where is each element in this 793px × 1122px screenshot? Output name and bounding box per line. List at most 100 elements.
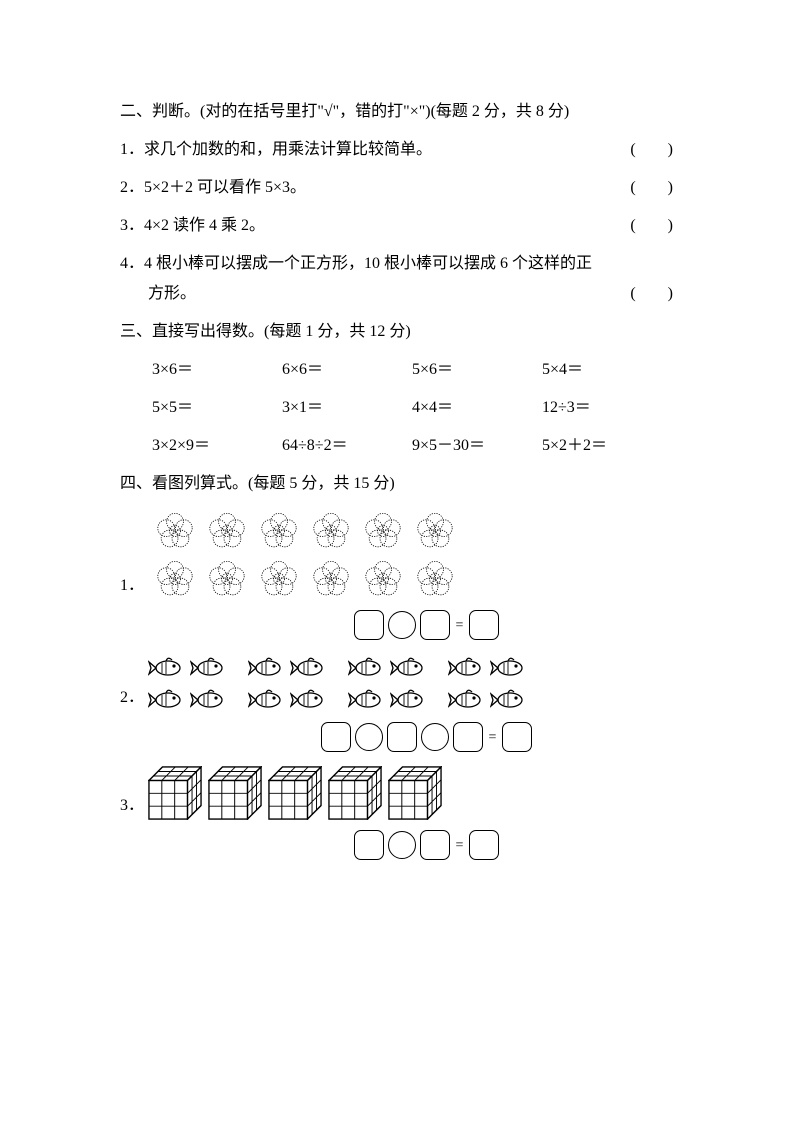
s2-q2: 2．5×2＋2 可以看作 5×3。 ( ) (120, 176, 673, 200)
eq-circle[interactable] (355, 723, 383, 751)
flower-icon (362, 558, 404, 600)
calc-cell: 4×4＝ (412, 396, 542, 420)
flower-icon (206, 510, 248, 552)
flower-grid (148, 510, 673, 600)
eq-equals: = (454, 615, 466, 636)
fish-row (148, 686, 673, 712)
fish-icon (390, 654, 426, 680)
s2-q3-text: 3．4×2 读作 4 乘 2。 (120, 214, 630, 238)
s2-q4-text-b: 方形。 (148, 282, 630, 306)
s2-q4: 4．4 根小棒可以摆成一个正方形，10 根小棒可以摆成 6 个这样的正 方形。 … (120, 252, 673, 306)
fish-icon (190, 654, 226, 680)
flower-icon (310, 558, 352, 600)
fish-icon (448, 686, 484, 712)
s4-q2-num: 2． (120, 686, 148, 718)
fish-icon (490, 654, 526, 680)
calc-row-1: 5×5＝ 3×1＝ 4×4＝ 12÷3＝ (152, 396, 673, 420)
cube-icon (328, 766, 382, 820)
s4-q2-equation[interactable]: = (120, 722, 673, 752)
eq-box[interactable] (469, 830, 499, 860)
flower-row (154, 558, 673, 600)
calc-cell: 3×6＝ (152, 358, 282, 382)
calc-cell: 3×1＝ (282, 396, 412, 420)
eq-box[interactable] (387, 722, 417, 752)
fish-icon (390, 686, 426, 712)
s4-q3-equation[interactable]: = (120, 830, 673, 860)
s4-q3: 3． (120, 766, 673, 826)
eq-box[interactable] (321, 722, 351, 752)
s2-q3-paren[interactable]: ( ) (630, 214, 673, 238)
cube-icon (388, 766, 442, 820)
fish-group (148, 654, 226, 680)
flower-icon (154, 558, 196, 600)
s2-q1-text: 1．求几个加数的和，用乘法计算比较简单。 (120, 138, 630, 162)
fish-group (248, 654, 326, 680)
section4-header: 四、看图列算式。(每题 5 分，共 15 分) (120, 472, 673, 496)
fish-icon (248, 686, 284, 712)
fish-group (248, 686, 326, 712)
s2-q3: 3．4×2 读作 4 乘 2。 ( ) (120, 214, 673, 238)
s4-q1: 1． (120, 510, 673, 606)
eq-box[interactable] (453, 722, 483, 752)
fish-icon (248, 654, 284, 680)
eq-box[interactable] (420, 610, 450, 640)
flower-icon (310, 510, 352, 552)
flower-icon (362, 510, 404, 552)
s2-q1-paren[interactable]: ( ) (630, 138, 673, 162)
eq-circle[interactable] (388, 611, 416, 639)
fish-icon (348, 686, 384, 712)
section3-header: 三、直接写出得数。(每题 1 分，共 12 分) (120, 320, 673, 344)
calc-cell: 5×2＋2＝ (542, 434, 672, 458)
cube-icon (268, 766, 322, 820)
flower-icon (258, 510, 300, 552)
s4-q1-equation[interactable]: = (120, 610, 673, 640)
calc-row-2: 3×2×9＝ 64÷8÷2＝ 9×5－30＝ 5×2＋2＝ (152, 434, 673, 458)
flower-icon (414, 510, 456, 552)
cube-row (148, 766, 673, 820)
fish-icon (490, 686, 526, 712)
fish-row (148, 654, 673, 680)
section2-header: 二、判断。(对的在括号里打"√"，错的打"×")(每题 2 分，共 8 分) (120, 100, 673, 124)
s2-q4-paren[interactable]: ( ) (630, 282, 673, 306)
fish-group (148, 686, 226, 712)
calc-grid: 3×6＝ 6×6＝ 5×6＝ 5×4＝ 5×5＝ 3×1＝ 4×4＝ 12÷3＝… (120, 358, 673, 458)
fish-icon (290, 686, 326, 712)
s2-q4-text-a: 4．4 根小棒可以摆成一个正方形，10 根小棒可以摆成 6 个这样的正 (120, 252, 673, 276)
eq-box[interactable] (420, 830, 450, 860)
fish-icon (190, 686, 226, 712)
flower-icon (414, 558, 456, 600)
s2-q2-paren[interactable]: ( ) (630, 176, 673, 200)
fish-group (448, 686, 526, 712)
flower-row (154, 510, 673, 552)
calc-cell: 3×2×9＝ (152, 434, 282, 458)
eq-circle[interactable] (388, 831, 416, 859)
fish-group (448, 654, 526, 680)
eq-box[interactable] (354, 610, 384, 640)
eq-equals: = (487, 727, 499, 748)
calc-cell: 12÷3＝ (542, 396, 672, 420)
flower-icon (258, 558, 300, 600)
eq-equals: = (454, 835, 466, 856)
eq-circle[interactable] (421, 723, 449, 751)
eq-box[interactable] (354, 830, 384, 860)
fish-icon (448, 654, 484, 680)
fish-icon (148, 686, 184, 712)
eq-box[interactable] (502, 722, 532, 752)
cube-icon (208, 766, 262, 820)
s4-q2: 2． (120, 654, 673, 718)
fish-group (348, 686, 426, 712)
s4-q1-num: 1． (120, 574, 148, 606)
calc-cell: 5×4＝ (542, 358, 672, 382)
calc-cell: 9×5－30＝ (412, 434, 542, 458)
flower-icon (206, 558, 248, 600)
calc-cell: 5×5＝ (152, 396, 282, 420)
s2-q2-text: 2．5×2＋2 可以看作 5×3。 (120, 176, 630, 200)
fish-icon (348, 654, 384, 680)
calc-cell: 5×6＝ (412, 358, 542, 382)
eq-box[interactable] (469, 610, 499, 640)
flower-icon (154, 510, 196, 552)
fish-icon (290, 654, 326, 680)
calc-cell: 6×6＝ (282, 358, 412, 382)
calc-cell: 64÷8÷2＝ (282, 434, 412, 458)
s2-q1: 1．求几个加数的和，用乘法计算比较简单。 ( ) (120, 138, 673, 162)
